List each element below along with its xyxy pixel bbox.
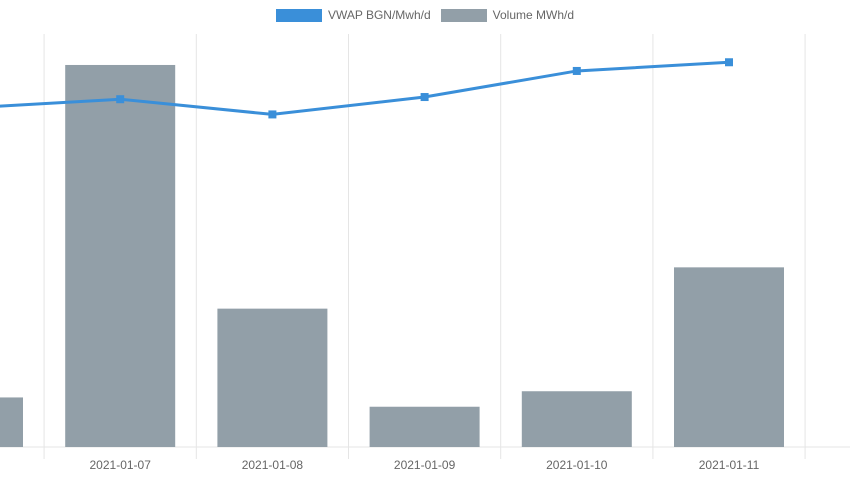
vwap-point-2021-01-08 xyxy=(268,110,277,119)
vwap-point-2021-01-07 xyxy=(116,95,125,104)
legend-label-vwap: VWAP BGN/Mwh/d xyxy=(327,8,431,22)
vwap-point-2021-01-11 xyxy=(725,58,733,67)
legend-item-vwap[interactable]: VWAP BGN/Mwh/d xyxy=(275,8,431,22)
vwap-line xyxy=(0,60,730,116)
volume-bar-2021-01-08 xyxy=(217,308,328,447)
volume-bar-2021-01-06 xyxy=(0,397,23,447)
volume-bar-2021-01-10 xyxy=(521,391,632,447)
legend-item-volume[interactable]: Volume MWh/d xyxy=(440,8,575,22)
x-tick-label-2021-01-11: 2021-01-11 xyxy=(699,458,760,472)
volume-bar-2021-01-11 xyxy=(674,267,784,447)
x-tick-label-2021-01-09: 2021-01-09 xyxy=(394,458,456,472)
x-tick-label-2021-01-10: 2021-01-10 xyxy=(546,458,608,472)
legend-swatch-vwap xyxy=(275,8,322,22)
volume-bar-2021-01-07 xyxy=(65,64,176,447)
vwap-point-2021-01-10 xyxy=(572,66,581,75)
chart-legend: VWAP BGN/Mwh/d Volume MWh/d xyxy=(0,8,850,22)
x-tick-label-2021-01-07: 2021-01-07 xyxy=(90,458,152,472)
x-tick-label-2021-01-08: 2021-01-08 xyxy=(242,458,304,472)
legend-label-volume: Volume MWh/d xyxy=(492,8,575,22)
legend-swatch-volume xyxy=(440,8,487,22)
vwap-point-2021-01-09 xyxy=(420,93,429,102)
volume-bar-2021-01-09 xyxy=(369,406,480,447)
